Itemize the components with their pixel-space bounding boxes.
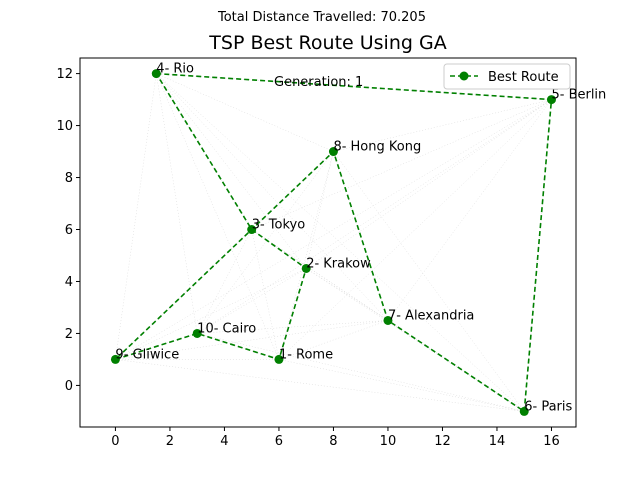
x-tick-label: 6 — [275, 434, 283, 449]
background-edge — [197, 268, 307, 334]
suptitle: Total Distance Travelled: 70.205 — [217, 10, 426, 25]
city-point — [192, 328, 202, 338]
city-label: 9- Gliwice — [115, 347, 179, 362]
background-edge — [333, 99, 552, 152]
background-edge — [156, 73, 280, 360]
y-tick-label: 0 — [65, 379, 73, 394]
background-edge — [156, 73, 198, 334]
background-edge — [306, 268, 389, 321]
background-edges — [115, 73, 552, 412]
city-label: 7- Alexandria — [388, 308, 474, 323]
x-tick-label: 10 — [380, 434, 397, 449]
background-edge — [251, 99, 552, 230]
city-labels: 1- Rome 2- Krakow 3- Tokyo 4- Rio 5- Berlin 6… — [115, 62, 606, 415]
background-edge — [197, 99, 552, 334]
y-tick-label: 10 — [56, 119, 73, 134]
background-edge — [251, 229, 389, 321]
background-edge — [156, 73, 525, 412]
background-edge — [333, 151, 525, 412]
background-edge — [115, 320, 388, 360]
y-tick-label: 8 — [65, 171, 73, 186]
city-label: 1- Rome — [279, 347, 333, 362]
background-edge — [387, 99, 552, 321]
background-edge — [156, 73, 389, 321]
background-edge — [196, 151, 334, 334]
x-axis: 0 2 4 6 8 10 12 14 16 — [111, 427, 560, 449]
city-label: 5- Berlin — [551, 88, 606, 103]
x-tick-label: 14 — [489, 434, 506, 449]
city-label: 2- Krakow — [306, 256, 371, 271]
legend-box — [443, 63, 571, 90]
background-edge — [115, 73, 157, 360]
city-label: 3- Tokyo — [252, 218, 306, 233]
route-line — [114, 72, 553, 413]
points-layer — [110, 69, 556, 416]
city-label: 8- Hong Kong — [333, 140, 421, 155]
background-edge — [196, 229, 252, 334]
generation-annotation: Generation: 1 — [274, 75, 363, 90]
y-axis: 0 2 4 6 8 10 12 — [56, 67, 80, 394]
legend: Best Route — [443, 63, 571, 90]
x-tick-label: 12 — [434, 434, 451, 449]
legend-marker — [459, 71, 469, 81]
legend-label: Best Route — [488, 70, 559, 85]
city-point — [519, 406, 529, 416]
city-point — [247, 225, 257, 235]
x-tick-label: 8 — [329, 434, 337, 449]
city-label: 10- Cairo — [197, 321, 256, 336]
background-edge — [278, 320, 389, 360]
background-edge — [278, 359, 525, 412]
background-edge — [115, 268, 307, 360]
city-point — [151, 69, 161, 79]
y-tick-label: 12 — [56, 67, 73, 82]
background-edge — [156, 73, 334, 152]
background-edge — [115, 99, 552, 360]
city-label: 4- Rio — [156, 62, 194, 77]
x-tick-label: 4 — [220, 434, 228, 449]
x-tick-label: 2 — [166, 434, 174, 449]
background-edge — [115, 359, 525, 412]
background-edge — [305, 151, 334, 269]
y-tick-label: 4 — [65, 275, 73, 290]
background-edge — [197, 320, 388, 334]
city-label: 6- Paris — [524, 399, 572, 414]
background-edge — [306, 99, 552, 269]
x-tick-label: 16 — [543, 434, 560, 449]
background-edge — [251, 229, 280, 360]
y-tick-label: 2 — [65, 327, 73, 342]
plot-frame — [79, 57, 577, 428]
route-layer — [114, 72, 553, 413]
city-point — [546, 95, 556, 105]
city-point — [110, 354, 120, 364]
city-point — [301, 263, 311, 273]
background-edge — [197, 333, 525, 412]
city-point — [328, 147, 338, 157]
y-tick-label: 6 — [65, 223, 73, 238]
city-point — [383, 315, 393, 325]
x-tick-label: 0 — [111, 434, 119, 449]
city-point — [274, 354, 284, 364]
background-edge — [156, 73, 307, 269]
chart-title: TSP Best Route Using GA — [208, 32, 446, 54]
